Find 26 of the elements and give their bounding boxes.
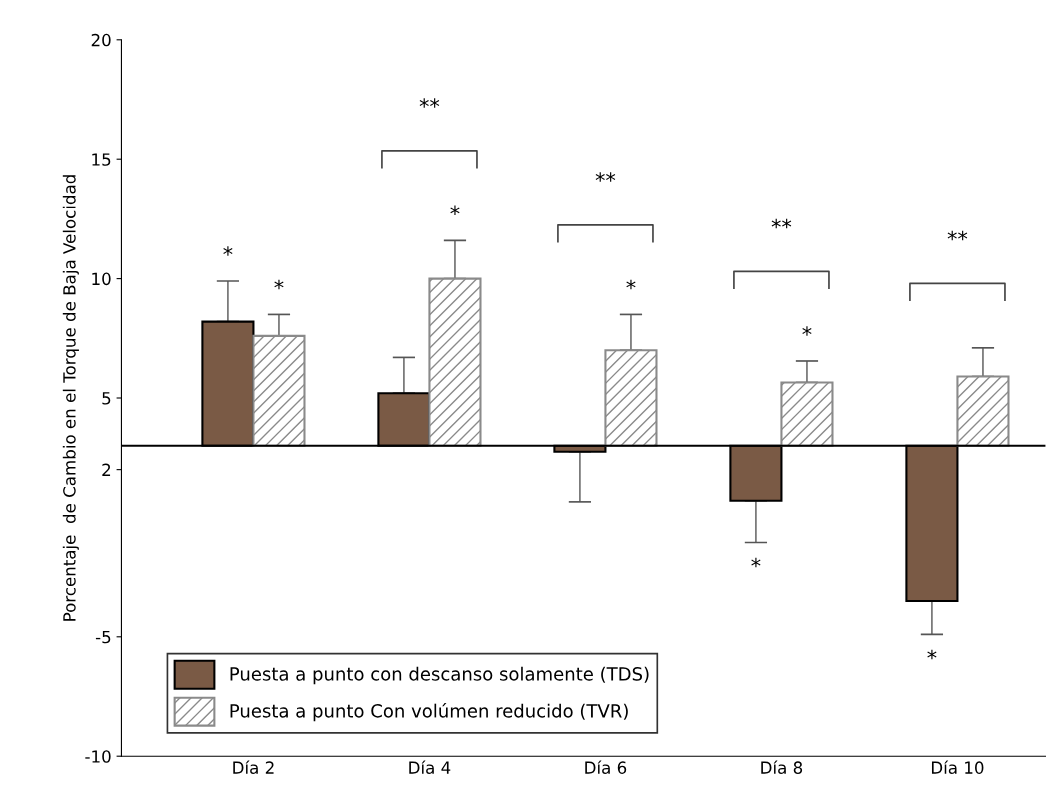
x-tick-label: Día 8 xyxy=(761,760,803,774)
legend-label: Puesta a punto con descanso solamente (TDS) xyxy=(230,666,649,685)
annotation: ** xyxy=(595,172,616,182)
x-tick-label: Día 6 xyxy=(585,760,627,774)
data-label: * xyxy=(927,649,937,660)
x-tick-label: Día 2 xyxy=(233,760,274,774)
y-tick-label: 5 xyxy=(102,392,111,405)
y-tick-label: -10 xyxy=(85,750,111,763)
data-label: * xyxy=(626,279,636,290)
x-tick-label: Día 4 xyxy=(409,760,451,774)
y-tick-label: 2 xyxy=(102,463,111,476)
annotation: ** xyxy=(947,230,968,241)
data-label: * xyxy=(802,326,812,336)
annotation: ** xyxy=(419,98,440,108)
y-tick-label: -5 xyxy=(95,630,111,644)
data-label: * xyxy=(751,557,761,568)
annotation: ** xyxy=(771,218,792,229)
legend-label: Puesta a punto Con volúmen reducido (TVR) xyxy=(230,702,628,722)
data-label: * xyxy=(223,246,233,256)
data-label: * xyxy=(274,279,284,290)
y-tick-label: 15 xyxy=(92,153,111,166)
y-tick-label: 10 xyxy=(92,272,111,286)
y-axis-title: Porcentaje de Cambio en el Torque de Baja Velocidad xyxy=(62,175,79,621)
y-tick-label: 20 xyxy=(91,33,111,47)
x-tick-label: Día 10 xyxy=(931,760,984,774)
data-label: * xyxy=(450,205,460,216)
